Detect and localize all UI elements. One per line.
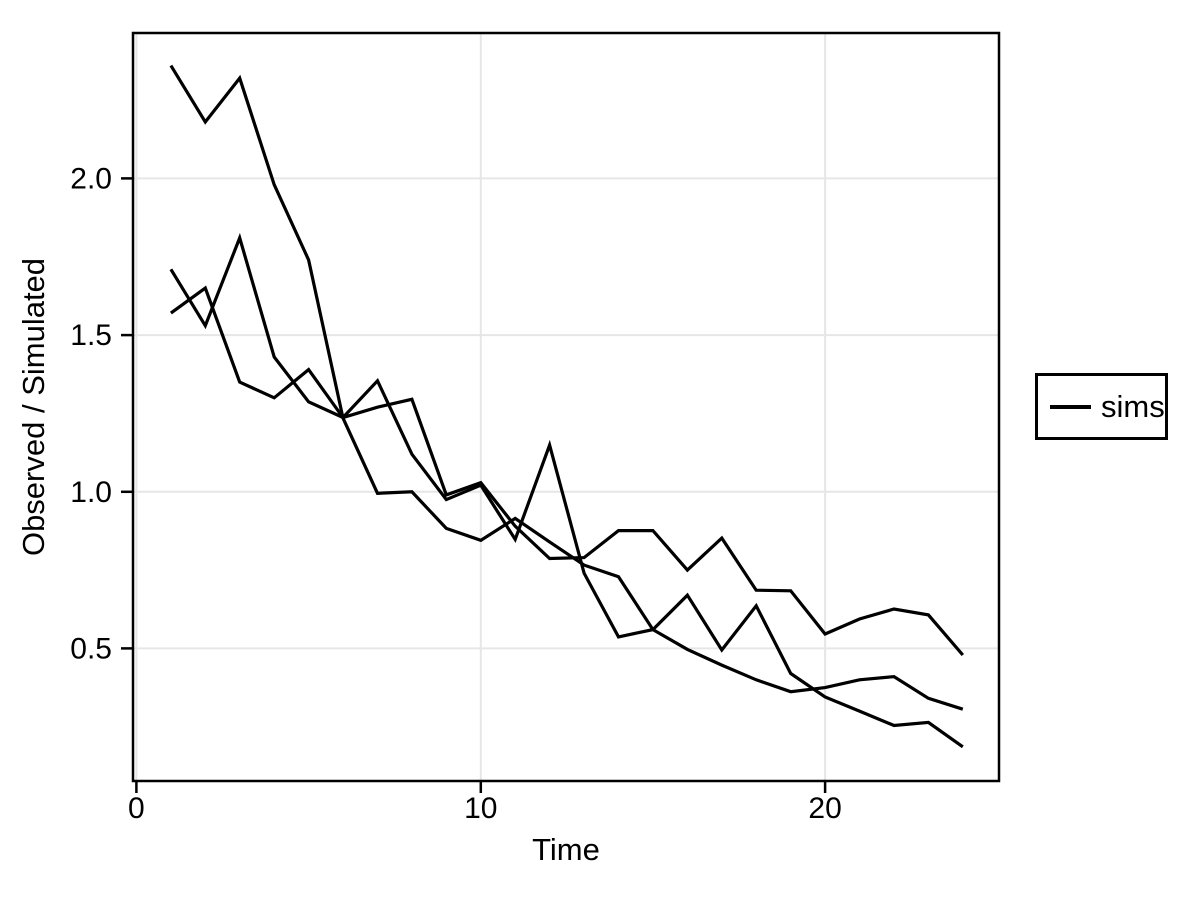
plot-frame bbox=[131, 31, 1001, 783]
series-layer bbox=[169, 64, 965, 749]
grid-layer bbox=[133, 33, 999, 781]
y-tick-label: 1.5 bbox=[70, 319, 112, 352]
legend-label: sims bbox=[1101, 389, 1165, 424]
series-line-sims-3 bbox=[169, 285, 964, 749]
legend-line-sample-icon bbox=[1050, 404, 1091, 409]
y-tick-label: 1.0 bbox=[70, 476, 112, 509]
y-tick-label: 2.0 bbox=[70, 162, 112, 195]
y-axis-title: Observed / Simulated bbox=[16, 258, 51, 556]
tick-layer: 0 10 20 0.5 1.0 1.5 2.0 bbox=[70, 162, 842, 825]
plot-border bbox=[131, 31, 1001, 783]
series-line-sims-1 bbox=[169, 64, 964, 711]
series-line-sims-2 bbox=[169, 232, 965, 657]
x-tick-label: 20 bbox=[808, 792, 841, 825]
x-axis-title: Time bbox=[532, 832, 600, 867]
x-tick-label: 10 bbox=[464, 792, 497, 825]
y-tick-label: 0.5 bbox=[70, 632, 112, 665]
legend-box: sims bbox=[1035, 373, 1168, 440]
x-tick-label: 0 bbox=[128, 792, 145, 825]
